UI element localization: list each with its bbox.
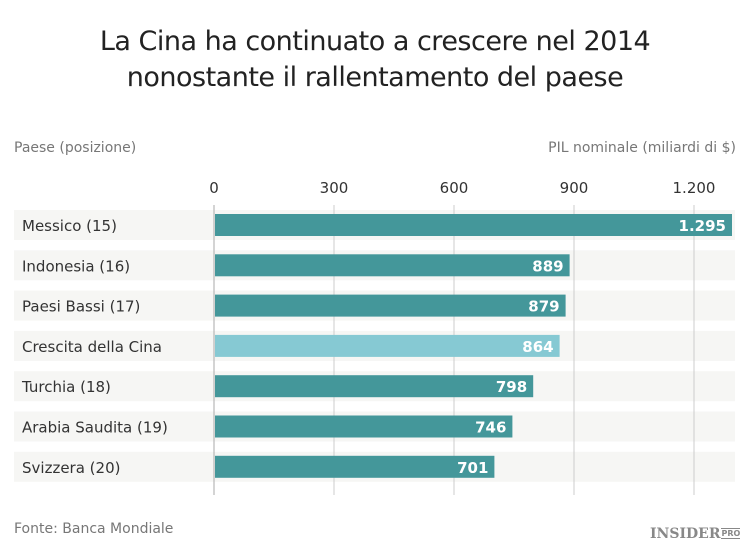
value-label: 798 [496,378,527,396]
value-label: 701 [457,459,488,477]
bar [215,415,513,438]
bar [215,254,570,277]
x-axis-label: PIL nominale (miliardi di $) [548,140,736,156]
value-label: 1.295 [679,217,726,235]
bar [215,455,495,478]
source-note: Fonte: Banca Mondiale [14,521,174,537]
value-label: 879 [528,298,559,316]
value-label: 864 [522,338,553,356]
x-tick-label: 900 [560,179,589,197]
x-tick-label: 600 [440,179,469,197]
y-axis-label: Paese (posizione) [14,140,137,156]
x-tick-label: 300 [320,179,349,197]
category-label: Indonesia (16) [22,257,130,275]
bar [215,375,534,398]
bar [215,214,732,236]
bar [215,334,560,357]
category-label: Turchia (18) [21,378,111,396]
value-label: 889 [532,257,563,275]
bar [215,294,566,317]
chart-title: La Cina ha continuato a crescere nel 201… [99,26,651,57]
chart-subtitle: nonostante il rallentamento del paese [126,62,624,93]
category-label: Paesi Bassi (17) [22,298,140,316]
x-tick-label: 0 [209,179,219,197]
insider-pro-logo: INSIDERPRO [650,526,741,542]
x-tick-label: 1.200 [673,179,716,197]
category-label: Crescita della Cina [22,338,162,356]
value-label: 746 [475,419,506,437]
category-label: Svizzera (20) [22,459,120,477]
category-label: Arabia Saudita (19) [22,419,168,437]
category-label: Messico (15) [22,217,117,235]
